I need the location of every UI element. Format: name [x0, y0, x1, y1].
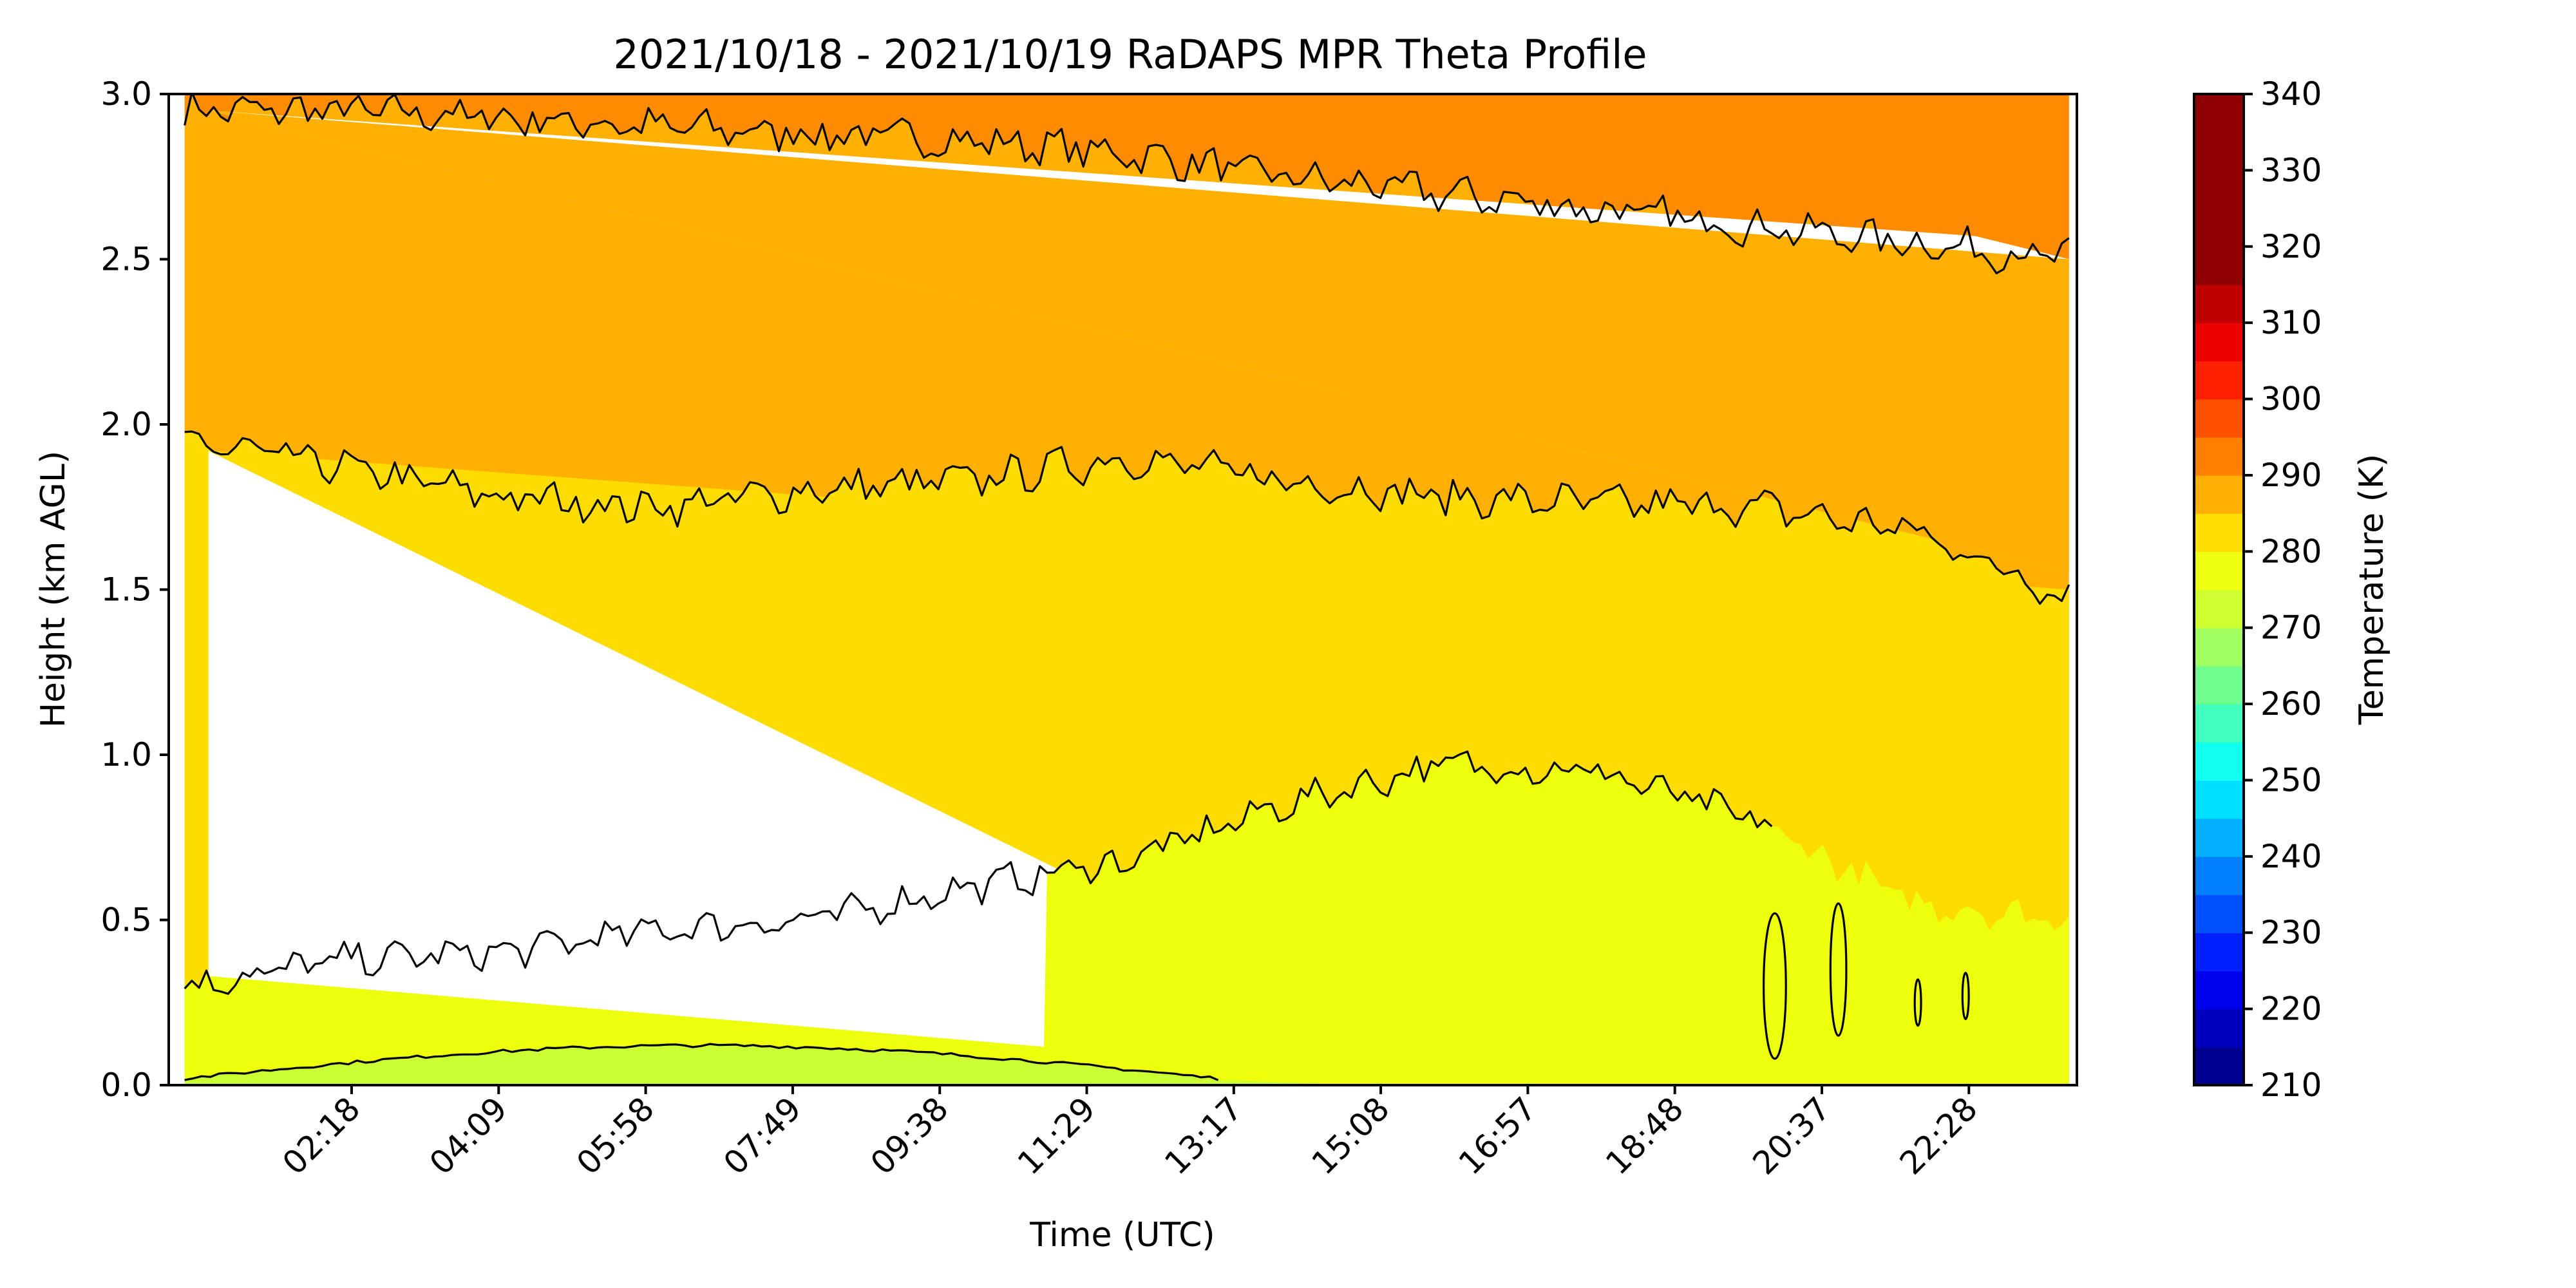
- y-tick-label: 3.0: [100, 75, 152, 113]
- colorbar-band: [2194, 780, 2244, 819]
- region-300-305-wedge-fill: [208, 110, 2069, 573]
- colorbar-band: [2194, 627, 2244, 667]
- x-tick-label: 04:09: [422, 1090, 515, 1182]
- colorbar-tick-label: 310: [2260, 304, 2322, 341]
- y-tick-label: 0.5: [100, 902, 152, 939]
- colorbar-tick-label: 240: [2260, 838, 2322, 875]
- contour-blob: [1961, 971, 1970, 1020]
- x-tick-label: 16:57: [1452, 1090, 1544, 1182]
- colorbar-band: [2194, 132, 2244, 171]
- colorbar-band: [2194, 170, 2244, 209]
- colorbar-tick-label: 230: [2260, 914, 2322, 951]
- colorbar-band: [2194, 742, 2244, 781]
- x-tick-label: 11:29: [1010, 1090, 1103, 1182]
- colorbar-tick-label: 300: [2260, 381, 2322, 418]
- x-axis-label: Time (UTC): [1029, 1216, 1215, 1255]
- x-tick-label: 22:28: [1893, 1090, 1985, 1182]
- colorbar-ticks: 210 220 230 240 250 260 270 280 290 300 310 320 330 3…: [2244, 75, 2322, 1104]
- colorbar-band: [2194, 475, 2244, 514]
- colorbar-band: [2194, 1046, 2244, 1086]
- region-305-310-wedge: [1401, 94, 2069, 260]
- x-tick-label: 15:08: [1305, 1090, 1397, 1182]
- x-tick-label: 18:48: [1598, 1090, 1690, 1182]
- colorbar-tick-label: 270: [2260, 609, 2322, 647]
- colorbar-band: [2194, 933, 2244, 972]
- contour-mid: [184, 430, 2070, 605]
- colorbar-band: [2194, 208, 2244, 247]
- colorbar-band: [2194, 704, 2244, 743]
- colorbar-band: [2194, 323, 2244, 362]
- y-tick-label: 2.5: [100, 241, 152, 278]
- colorbar-band: [2194, 94, 2244, 133]
- x-tick-label: 05:58: [569, 1090, 661, 1182]
- x-tick-label: 07:49: [716, 1090, 808, 1182]
- temperature-regions: [184, 94, 2069, 1085]
- y-tick-label: 0.0: [100, 1066, 152, 1104]
- colorbar-band: [2194, 437, 2244, 476]
- contour-blob: [1762, 912, 1787, 1060]
- colorbar-tick-label: 280: [2260, 533, 2322, 570]
- x-axis: 02:18 04:09 05:58 07:49 09:38 11:29 13:17 15:08…: [276, 1085, 1985, 1182]
- x-tick-label: 09:38: [864, 1090, 956, 1182]
- colorbar-band: [2194, 399, 2244, 438]
- plot-area: [169, 94, 2077, 1085]
- y-axis: 0.0 0.5 1.0 1.5 2.0 2.5 3.0: [100, 75, 169, 1104]
- colorbar-band: [2194, 551, 2244, 591]
- colorbar-band: [2194, 246, 2244, 285]
- colorbar-tick-label: 330: [2260, 151, 2322, 189]
- x-tick-label: 20:37: [1746, 1090, 1838, 1182]
- chart-title: 2021/10/18 - 2021/10/19 RaDAPS MPR Theta…: [613, 31, 1647, 78]
- colorbar-tick-label: 340: [2260, 75, 2322, 113]
- contour-blob: [1913, 978, 1922, 1027]
- colorbar-band: [2194, 1009, 2244, 1048]
- colorbar-band: [2194, 284, 2244, 323]
- colorbar-band: [2194, 856, 2244, 895]
- colorbar-band: [2194, 971, 2244, 1010]
- y-axis-label: Height (km AGL): [34, 451, 73, 728]
- colorbar-tick-label: 260: [2260, 685, 2322, 723]
- colorbar-band: [2194, 665, 2244, 705]
- colorbar-band: [2194, 361, 2244, 400]
- contour-surface: [184, 1043, 1219, 1081]
- y-tick-label: 1.5: [100, 571, 152, 609]
- y-tick-label: 2.0: [100, 406, 152, 443]
- colorbar-band: [2194, 818, 2244, 857]
- x-tick-label: 02:18: [276, 1090, 368, 1182]
- colorbar-band: [2194, 895, 2244, 934]
- colorbar-tick-label: 220: [2260, 990, 2322, 1028]
- colorbar-tick-label: 290: [2260, 457, 2322, 494]
- colorbar: 210 220 230 240 250 260 270 280 290 300 310 320 330 3…: [2193, 75, 2391, 1104]
- contour-upper: [184, 94, 2070, 274]
- colorbar-tick-label: 210: [2260, 1066, 2322, 1104]
- contour-lines: [184, 94, 2070, 1081]
- colorbar-tick-label: 320: [2260, 228, 2322, 265]
- colorbar-band: [2194, 589, 2244, 629]
- region-290-295-right: [1043, 752, 2069, 1085]
- contour-blob: [1829, 902, 1848, 1037]
- x-tick-label: 13:17: [1157, 1090, 1249, 1182]
- colorbar-bands: [2194, 94, 2244, 1086]
- colorbar-band: [2194, 513, 2244, 553]
- colorbar-tick-label: 250: [2260, 761, 2322, 799]
- contour-boundary-layer: [184, 750, 1773, 995]
- y-tick-label: 1.0: [100, 736, 152, 773]
- colorbar-label: Temperature (K): [2353, 454, 2391, 726]
- colorbar-frame: [2193, 93, 2245, 1086]
